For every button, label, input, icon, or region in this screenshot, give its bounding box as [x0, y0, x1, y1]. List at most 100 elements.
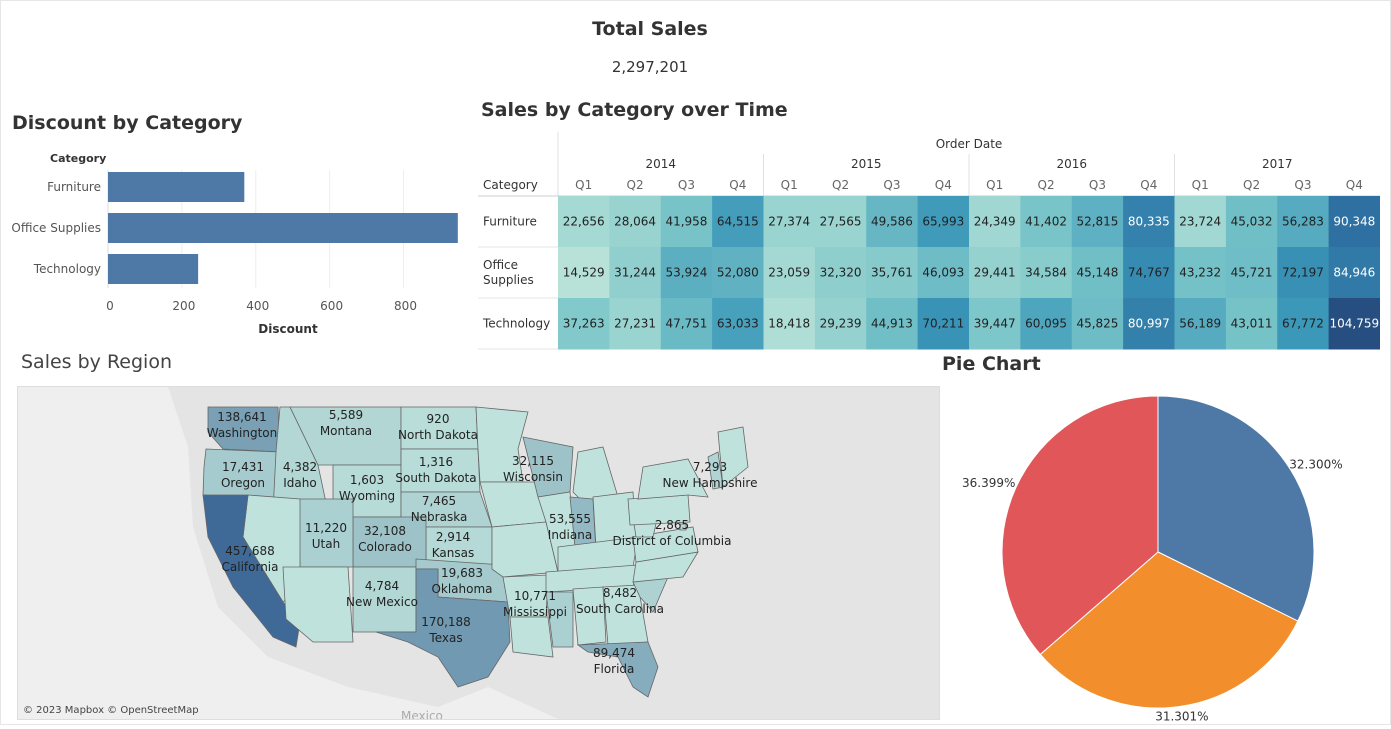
- pie-chart[interactable]: 32.300% 31.301% 36.399%: [940, 380, 1390, 725]
- heat-cell[interactable]: [969, 247, 1021, 299]
- heat-cell-value: 74,767: [1128, 266, 1170, 280]
- map-state-arizona[interactable]: [282, 566, 354, 643]
- total-sales-title: Total Sales: [592, 18, 708, 40]
- heat-cell[interactable]: [1123, 298, 1175, 350]
- sales-heatmap-table[interactable]: Order Date 2014 Q1 Q2 Q3 Q4 2015 Q1 Q2 Q3 Q4 2016 Q1…: [478, 132, 1381, 350]
- heat-cell[interactable]: [917, 196, 970, 248]
- heat-cell-value: 80,997: [1128, 317, 1170, 331]
- map-state-california[interactable]: [202, 494, 301, 648]
- heat-row-label: Office: [483, 258, 518, 272]
- heat-cell[interactable]: [814, 298, 867, 350]
- heat-cell-value: 104,759: [1330, 317, 1380, 331]
- heat-cell[interactable]: [1020, 298, 1073, 350]
- heat-cell[interactable]: [814, 196, 867, 248]
- heat-cell[interactable]: [969, 196, 1021, 248]
- map-state-alabama[interactable]: [572, 586, 607, 646]
- map-state-district-of-columbia[interactable]: [679, 523, 687, 531]
- heat-cell[interactable]: [1123, 247, 1175, 299]
- sales-map[interactable]: 138,641 Washington 17,431 Oregon 4,382 Idaho 5…: [17, 386, 940, 720]
- map-state-label: New Mexico: [346, 595, 418, 609]
- heat-cell-value: 65,993: [922, 215, 964, 229]
- map-value-label: 4,784: [365, 579, 399, 593]
- map-state-new-york[interactable]: [637, 458, 709, 500]
- heat-cell[interactable]: [866, 247, 919, 299]
- heat-cell-value: 49,586: [871, 215, 913, 229]
- heat-cell[interactable]: [866, 196, 919, 248]
- heat-cell[interactable]: [558, 298, 610, 350]
- heat-quarter-label: Q4: [935, 178, 952, 192]
- map-credit: © 2023 Mapbox © OpenStreetMap: [23, 705, 199, 716]
- map-value-label: 1,316: [419, 455, 453, 469]
- heat-cell-value: 41,958: [665, 215, 707, 229]
- heat-cell[interactable]: [917, 298, 970, 350]
- heat-cell[interactable]: [1071, 196, 1124, 248]
- discount-chart-title: Discount by Category: [12, 112, 243, 134]
- heat-cell-value: 67,772: [1282, 317, 1324, 331]
- map-state-florida[interactable]: [576, 641, 659, 698]
- heat-cell[interactable]: [609, 298, 662, 350]
- heat-cell[interactable]: [660, 247, 713, 299]
- heatmap-title: Sales by Category over Time: [481, 99, 788, 121]
- bar-furniture[interactable]: [108, 172, 245, 202]
- heat-cell[interactable]: [763, 247, 816, 299]
- heat-cell[interactable]: [1071, 247, 1124, 299]
- heat-cell-value: 34,584: [1025, 266, 1067, 280]
- heat-cell[interactable]: [1020, 247, 1073, 299]
- heat-row-label: Supplies: [483, 273, 534, 287]
- heat-cell[interactable]: [1328, 298, 1381, 350]
- map-state-louisiana[interactable]: [509, 616, 554, 658]
- map-state-missouri[interactable]: [491, 521, 559, 578]
- heat-cell[interactable]: [712, 196, 764, 248]
- heat-cell[interactable]: [763, 196, 816, 248]
- heat-cell[interactable]: [866, 298, 919, 350]
- heat-cell[interactable]: [660, 298, 713, 350]
- pie-slice[interactable]: [1157, 395, 1315, 622]
- heat-cell[interactable]: [1277, 247, 1330, 299]
- heat-cell[interactable]: [1277, 196, 1330, 248]
- heat-cell[interactable]: [712, 247, 764, 299]
- heat-cell[interactable]: [1277, 298, 1330, 350]
- map-state-label: New Hampshire: [663, 476, 758, 490]
- heat-cell[interactable]: [712, 298, 764, 350]
- heat-cell[interactable]: [1225, 196, 1278, 248]
- map-value-label: 1,603: [350, 473, 384, 487]
- heat-cell[interactable]: [1174, 298, 1227, 350]
- heat-cell[interactable]: [763, 298, 816, 350]
- heat-cell[interactable]: [917, 247, 970, 299]
- heat-cell[interactable]: [1174, 196, 1227, 248]
- bar-technology[interactable]: [108, 254, 199, 284]
- map-state-oregon[interactable]: [202, 448, 281, 500]
- map-value-label: 5,589: [329, 408, 363, 422]
- map-label-mexico: Mexico: [401, 709, 443, 720]
- map-state-label: Nebraska: [411, 510, 468, 524]
- bar-category-label: Office Supplies: [11, 221, 101, 235]
- pie-slice[interactable]: [1001, 395, 1159, 656]
- heat-cell[interactable]: [1328, 247, 1381, 299]
- heat-cell[interactable]: [969, 298, 1021, 350]
- map-state-maine[interactable]: [717, 426, 749, 488]
- heat-cell[interactable]: [1225, 298, 1278, 350]
- heat-cell-value: 84,946: [1333, 266, 1375, 280]
- heat-cell[interactable]: [1174, 247, 1227, 299]
- heat-cell[interactable]: [1020, 196, 1073, 248]
- heat-cell[interactable]: [558, 247, 610, 299]
- bar-office-supplies[interactable]: [108, 213, 458, 243]
- heat-cell-value: 27,565: [820, 215, 862, 229]
- heat-cell[interactable]: [1071, 298, 1124, 350]
- heat-cell[interactable]: [1123, 196, 1175, 248]
- heat-quarter-label: Q4: [729, 178, 746, 192]
- heat-cell[interactable]: [1225, 247, 1278, 299]
- heat-quarter-label: Q2: [1243, 178, 1260, 192]
- discount-bar-chart[interactable]: 0 200 400 600 800 Category Furniture Office Sup…: [0, 140, 480, 350]
- pie-slice[interactable]: [1039, 551, 1299, 709]
- heat-cell[interactable]: [660, 196, 713, 248]
- heat-cell[interactable]: [558, 196, 610, 248]
- map-state-texas[interactable]: [375, 568, 511, 688]
- heat-cell[interactable]: [609, 247, 662, 299]
- heat-cell-value: 70,211: [922, 317, 964, 331]
- pie-slice-label: 31.301%: [1155, 710, 1208, 724]
- heat-cell[interactable]: [1328, 196, 1381, 248]
- heat-cell[interactable]: [814, 247, 867, 299]
- heat-cell[interactable]: [609, 196, 662, 248]
- map-state-mississippi[interactable]: [545, 591, 574, 648]
